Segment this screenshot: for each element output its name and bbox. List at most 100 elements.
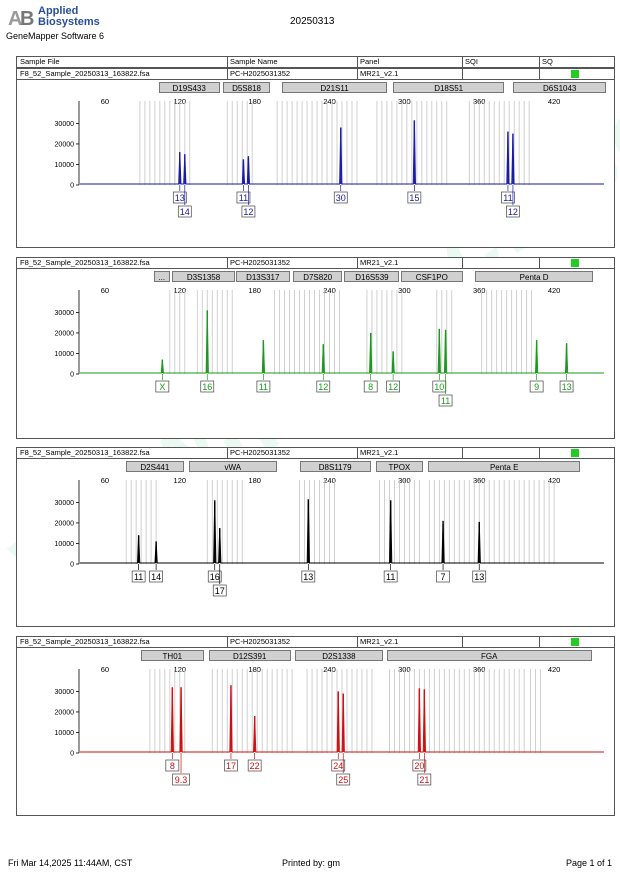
allele-call-box (207, 570, 222, 583)
allele-call-box (247, 759, 262, 772)
allele-label: 8 (368, 382, 373, 392)
allele-call-box (331, 759, 346, 772)
allele-call-box (131, 570, 146, 583)
allele-call-box (241, 205, 256, 218)
y-tick-label: 10000 (55, 351, 75, 358)
allele-label: 17 (215, 586, 225, 596)
allele-call-box (200, 380, 215, 393)
allele-bins (125, 480, 555, 564)
sq-quality-flag (571, 259, 579, 267)
allele-label: 14 (180, 207, 190, 217)
allele-label: X (159, 382, 165, 392)
marker-box[interactable]: D8S1179 (299, 461, 371, 472)
trace-line (80, 685, 604, 753)
allele-label: 20 (414, 761, 424, 771)
allele-label: 22 (250, 761, 260, 771)
panel-title-row: F8_52_Sample_20250313_163822.fsa PC-H2025… (17, 448, 614, 459)
marker-box[interactable]: FGA (386, 650, 592, 661)
allele-call-box (529, 380, 544, 393)
allele-call-box (165, 759, 180, 772)
marker-box[interactable]: D6S1043 (512, 82, 607, 93)
sq-quality-flag (571, 638, 579, 646)
x-tick-label: 360 (473, 286, 486, 295)
allele-label: 9.3 (175, 775, 188, 785)
electropherogram-plot: 60 120 180 240 300 360 420010000200003000089.3… (55, 665, 604, 786)
allele-label: 15 (409, 193, 419, 203)
marker-box[interactable]: D19S433 (158, 82, 220, 93)
allele-call-box (236, 191, 251, 204)
allele-call-box (333, 191, 348, 204)
marker-box[interactable]: D3S1358 (172, 271, 235, 282)
allele-label: 12 (243, 207, 253, 217)
y-tick-label: 20000 (55, 141, 75, 148)
allele-call-box (383, 570, 398, 583)
marker-box[interactable]: Penta D (475, 271, 593, 282)
marker-box[interactable]: TH01 (141, 650, 204, 661)
allele-label: 12 (318, 382, 328, 392)
allele-label: 24 (333, 761, 343, 771)
x-tick-label: 420 (548, 665, 561, 674)
allele-label: 9 (534, 382, 539, 392)
allele-label: 11 (134, 572, 143, 582)
applied-biosystems-logo: A B Applied Biosystems GeneMapper Softwa… (6, 5, 148, 42)
allele-label: 16 (210, 572, 220, 582)
x-tick-label: 420 (548, 286, 561, 295)
allele-label: 13 (474, 572, 484, 582)
allele-call-box (436, 570, 450, 583)
marker-box[interactable]: CSF1PO (400, 271, 463, 282)
marker-box[interactable]: D13S317 (235, 271, 290, 282)
x-tick-label: 420 (548, 97, 561, 106)
panel-title-row: F8_52_Sample_20250313_163822.fsa PC-H2025… (17, 69, 614, 80)
electropherogram-panel: F8_52_Sample_20250313_163822.fsa PC-H2025… (16, 636, 615, 816)
marker-box[interactable]: D5S818 (223, 82, 270, 93)
x-tick-label: 180 (248, 286, 261, 295)
panel-title-row: F8_52_Sample_20250313_163822.fsa PC-H2025… (17, 258, 614, 269)
y-tick-label: 30000 (55, 689, 75, 696)
allele-call-box (155, 380, 170, 393)
sample-name: PC-H2025031352 (230, 448, 291, 457)
y-tick-label: 20000 (55, 520, 75, 527)
marker-box[interactable]: D2S1338 (294, 650, 384, 661)
col-sample-file: Sample File (20, 57, 60, 66)
allele-call-box (256, 380, 271, 393)
allele-call-box (316, 380, 331, 393)
allele-call-box (559, 380, 574, 393)
sq-quality-flag (571, 70, 579, 78)
allele-label: 11 (441, 396, 450, 406)
footer-page: Page 1 of 1 (566, 858, 613, 868)
allele-label: 13 (175, 193, 185, 203)
sample-file: F8_52_Sample_20250313_163822.fsa (20, 637, 150, 646)
brand-line1: Applied (38, 5, 79, 17)
footer-printed-by: Printed by: gm (282, 858, 341, 868)
col-sq: SQ (542, 57, 553, 66)
x-tick-label: 300 (398, 286, 411, 295)
marker-box[interactable]: vWA (188, 461, 278, 472)
marker-box[interactable]: D21S11 (282, 82, 387, 93)
marker-box[interactable]: D7S820 (293, 271, 342, 282)
sample-file: F8_52_Sample_20250313_163822.fsa (20, 448, 150, 457)
allele-call-box (386, 380, 401, 393)
x-tick-label: 60 (101, 665, 109, 674)
allele-call-box (177, 205, 192, 218)
x-tick-label: 60 (101, 97, 109, 106)
electropherogram-panel: F8_52_Sample_20250313_163822.fsa PC-H2025… (16, 68, 615, 248)
sample-name: PC-H2025031352 (230, 637, 291, 646)
marker-box[interactable]: D12S391 (208, 650, 291, 661)
allele-label: 11 (503, 193, 512, 203)
allele-label: 11 (386, 572, 395, 582)
marker-box[interactable]: TPOX (375, 461, 424, 472)
y-tick-label: 0 (70, 562, 74, 569)
marker-box[interactable]: D2S441 (126, 461, 184, 472)
software-name: GeneMapper Software 6 (6, 31, 105, 41)
y-tick-label: 20000 (55, 330, 75, 337)
marker-box[interactable]: D16S539 (344, 271, 400, 282)
marker-box[interactable]: Penta E (428, 461, 581, 472)
y-tick-label: 30000 (55, 310, 75, 317)
marker-box[interactable]: D18S51 (393, 82, 505, 93)
marker-box[interactable]: ... (153, 271, 170, 282)
y-tick-label: 10000 (55, 162, 75, 169)
col-panel: Panel (360, 57, 380, 66)
allele-label: 21 (419, 775, 429, 785)
allele-label: 11 (239, 193, 248, 203)
